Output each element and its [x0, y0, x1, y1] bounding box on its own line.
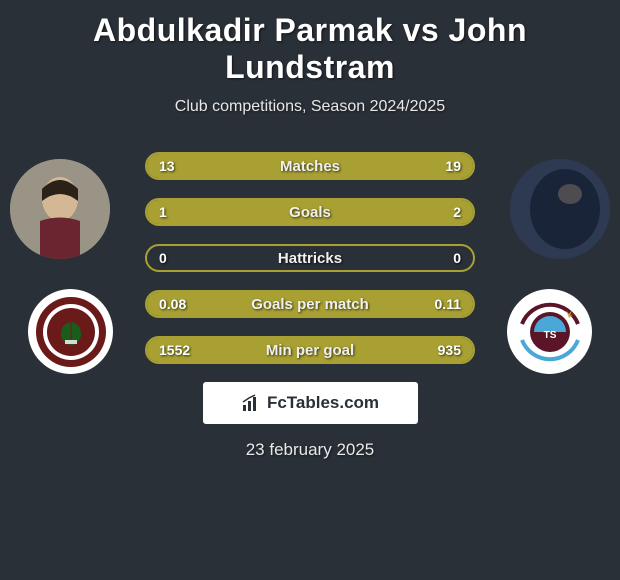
stats-block: 13 Matches 19 1 Goals 2 0 Hattricks 0 [145, 134, 475, 364]
page-title: Abdulkadir Parmak vs John Lundstram [0, 0, 620, 92]
stat-label: Goals per match [147, 292, 473, 316]
stat-value-right: 0.11 [435, 292, 461, 316]
player-right-avatar-image [510, 159, 610, 259]
svg-text:TS: TS [543, 330, 556, 341]
comparison-card: Abdulkadir Parmak vs John Lundstram Club… [0, 0, 620, 460]
logo-text: FcTables.com [267, 393, 379, 413]
stat-row-matches: 13 Matches 19 [145, 152, 475, 180]
club-badge-left [28, 289, 113, 374]
main-area: TS 13 Matches 19 1 Goals 2 [0, 134, 620, 460]
club-badge-right: TS [507, 289, 592, 374]
stat-value-right: 935 [438, 338, 461, 362]
stat-value-right: 2 [453, 200, 461, 224]
stat-row-goals-per-match: 0.08 Goals per match 0.11 [145, 290, 475, 318]
player-left-avatar-image [10, 159, 110, 259]
stat-value-right: 0 [453, 246, 461, 270]
player-right-avatar [510, 159, 610, 259]
date-text: 23 february 2025 [20, 424, 600, 460]
stat-value-right: 19 [445, 154, 461, 178]
stat-row-min-per-goal: 1552 Min per goal 935 [145, 336, 475, 364]
site-logo[interactable]: FcTables.com [203, 382, 418, 424]
stat-row-hattricks: 0 Hattricks 0 [145, 244, 475, 272]
player-left-avatar [10, 159, 110, 259]
stat-label: Matches [147, 154, 473, 178]
stat-label: Min per goal [147, 338, 473, 362]
club-badge-right-inner: TS [514, 296, 586, 368]
club-badge-left-inner [35, 296, 107, 368]
stat-row-goals: 1 Goals 2 [145, 198, 475, 226]
stat-label: Goals [147, 200, 473, 224]
stat-label: Hattricks [147, 246, 473, 270]
subtitle: Club competitions, Season 2024/2025 [0, 92, 620, 134]
chart-icon [241, 394, 261, 412]
